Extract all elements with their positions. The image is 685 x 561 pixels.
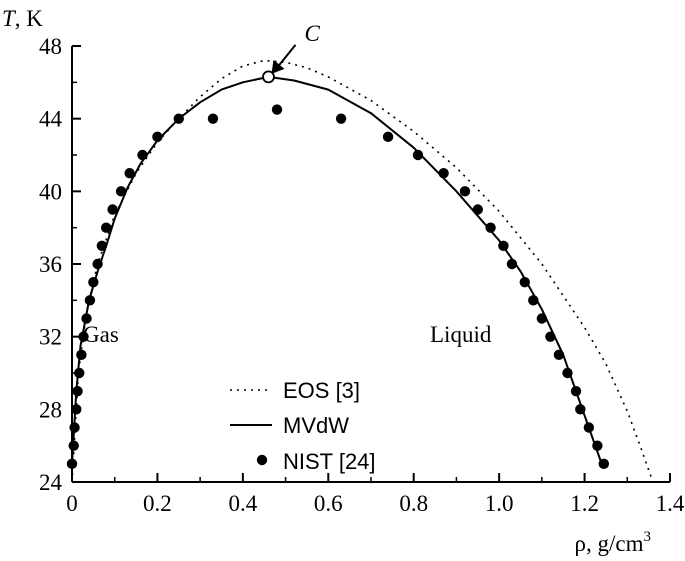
mvdw-curve bbox=[71, 75, 603, 465]
legend-label: EOS [3] bbox=[283, 378, 360, 403]
nist-point bbox=[92, 258, 103, 270]
nist-point bbox=[84, 295, 96, 306]
y-tick-label: 32 bbox=[39, 325, 62, 350]
x-tick-label: 1.2 bbox=[570, 491, 599, 516]
nist-point bbox=[598, 458, 609, 470]
nist-point bbox=[72, 385, 83, 397]
nist-point bbox=[173, 113, 184, 124]
y-tick-label: 36 bbox=[39, 252, 62, 277]
y-tick-label: 40 bbox=[39, 179, 62, 204]
x-tick-label: 0.4 bbox=[228, 491, 257, 516]
nist-point bbox=[412, 149, 424, 161]
nist-point bbox=[107, 204, 118, 215]
legend: EOS [3] MVdW NIST [24] bbox=[230, 378, 376, 474]
nist-point bbox=[69, 422, 80, 433]
x-tick-label: 0 bbox=[66, 491, 78, 516]
nist-point bbox=[506, 258, 518, 270]
nist-point bbox=[152, 131, 163, 143]
critical-point-label: C bbox=[304, 21, 320, 46]
nist-point bbox=[570, 385, 582, 397]
nist-point bbox=[498, 240, 509, 252]
x-tick-label: 0.8 bbox=[399, 491, 428, 516]
nist-point bbox=[88, 276, 99, 288]
nist-point bbox=[528, 295, 539, 306]
y-tick-label: 48 bbox=[39, 34, 62, 59]
y-axis-title-var: T bbox=[2, 6, 17, 31]
legend-label: NIST [24] bbox=[283, 449, 376, 474]
x-tick-label: 1.4 bbox=[656, 491, 685, 516]
nist-point bbox=[438, 167, 449, 179]
nist-point bbox=[96, 240, 108, 252]
nist-point bbox=[562, 367, 573, 379]
nist-point bbox=[68, 440, 79, 451]
x-tick-label: 0.6 bbox=[314, 491, 343, 516]
x-axis-title-main: ρ, g/cm bbox=[575, 531, 644, 556]
y-axis-title-unit: , K bbox=[15, 6, 44, 31]
x-tick-label: 1.0 bbox=[485, 491, 514, 516]
critical-arrow-head bbox=[271, 59, 285, 74]
nist-point bbox=[66, 458, 78, 470]
nist-point bbox=[575, 404, 586, 415]
nist-point bbox=[545, 331, 556, 342]
nist-point bbox=[100, 222, 112, 233]
y-tick-label: 44 bbox=[39, 107, 63, 132]
nist-point bbox=[71, 404, 82, 415]
gas-label: Gas bbox=[83, 322, 119, 347]
nist-point bbox=[271, 104, 283, 115]
x-axis-title-sup: 3 bbox=[644, 529, 652, 545]
critical-point-marker bbox=[262, 70, 275, 84]
y-tick-label: 28 bbox=[39, 397, 62, 422]
nist-point bbox=[536, 313, 548, 324]
curves bbox=[71, 59, 654, 483]
nist-points bbox=[66, 104, 609, 470]
nist-point bbox=[124, 167, 135, 179]
nist-point bbox=[81, 313, 92, 324]
legend-label: MVdW bbox=[283, 413, 349, 438]
x-axis-title: ρ, g/cm3 bbox=[575, 529, 651, 556]
annotations: C Gas Liquid bbox=[83, 21, 492, 347]
nist-point bbox=[485, 222, 496, 233]
axes: 0 0.2 0.4 0.6 0.8 1.0 1.2 1.4 24 28 32 36 40 44 48 T, K… bbox=[2, 6, 685, 556]
y-axis-title: T, K bbox=[2, 6, 43, 31]
nist-point bbox=[472, 204, 483, 215]
nist-point bbox=[137, 149, 148, 161]
nist-point bbox=[74, 367, 85, 379]
y-tick-label: 24 bbox=[39, 470, 63, 495]
legend-swatch-dots bbox=[256, 454, 268, 466]
nist-point bbox=[553, 349, 565, 361]
nist-point bbox=[583, 422, 595, 433]
eos-curve bbox=[71, 59, 654, 483]
liquid-label: Liquid bbox=[430, 322, 492, 347]
nist-point bbox=[115, 186, 127, 197]
nist-point bbox=[382, 131, 394, 143]
nist-point bbox=[76, 349, 87, 361]
nist-point bbox=[207, 113, 219, 124]
x-tick-label: 0.2 bbox=[143, 491, 172, 516]
nist-point bbox=[78, 331, 89, 342]
nist-point bbox=[459, 186, 471, 197]
nist-point bbox=[519, 276, 530, 288]
nist-point bbox=[592, 440, 603, 451]
nist-point bbox=[335, 113, 347, 124]
